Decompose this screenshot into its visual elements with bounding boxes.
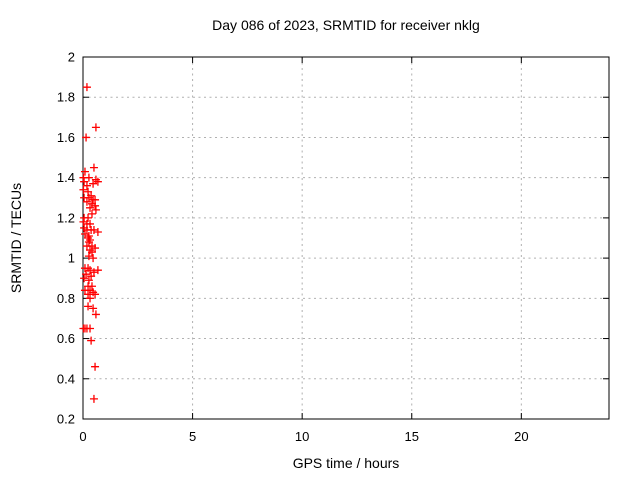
y-tick-label: 0.6	[57, 331, 75, 346]
x-tick-label: 5	[189, 429, 196, 444]
data-point-marker	[91, 123, 100, 132]
x-tick-label: 15	[405, 429, 419, 444]
data-point-marker	[93, 177, 102, 186]
data-point-marker	[79, 217, 88, 226]
data-point-marker	[84, 290, 93, 299]
data-point-marker	[87, 282, 96, 291]
chart-title: Day 086 of 2023, SRMTID for receiver nkl…	[212, 17, 480, 33]
data-point-marker	[84, 276, 93, 285]
data-point-marker	[84, 302, 93, 311]
data-point-marker	[82, 197, 91, 206]
data-point-marker	[91, 205, 100, 214]
plot-border	[82, 56, 610, 420]
data-point-marker	[84, 252, 93, 261]
data-point-marker	[91, 201, 100, 210]
data-point-marker	[89, 304, 98, 313]
data-point-marker	[80, 177, 89, 186]
data-point-marker	[93, 266, 102, 275]
data-point-marker	[93, 227, 102, 236]
data-point-marker	[84, 187, 93, 196]
data-point-marker	[89, 225, 98, 234]
data-point-marker	[86, 246, 95, 255]
y-tick-label: 1.8	[57, 90, 75, 105]
data-point-marker	[89, 268, 98, 277]
data-point-marker	[79, 185, 88, 194]
x-tick-label: 10	[295, 429, 309, 444]
data-point-marker	[80, 274, 89, 283]
y-tick-label: 0.2	[57, 412, 75, 427]
data-point-marker	[84, 238, 93, 247]
data-point-marker	[87, 272, 96, 281]
data-point-marker	[89, 179, 98, 188]
data-point-marker	[89, 288, 98, 297]
data-point-marker	[91, 362, 100, 371]
data-point-marker	[82, 181, 91, 190]
data-point-marker	[87, 209, 96, 218]
data-point-marker	[89, 394, 98, 403]
data-point-marker	[86, 203, 95, 212]
data-point-marker	[84, 264, 93, 273]
data-point-marker	[86, 266, 95, 275]
data-point-marker	[84, 213, 93, 222]
y-tick-label: 1.6	[57, 130, 75, 145]
data-point-marker	[87, 248, 96, 257]
data-point-marker	[87, 336, 96, 345]
data-point-marker	[89, 195, 98, 204]
x-tick-label: 20	[514, 429, 528, 444]
data-point-marker	[80, 229, 89, 238]
y-tick-label: 1	[68, 251, 75, 266]
data-point-marker	[82, 270, 91, 279]
data-point-marker	[86, 294, 95, 303]
data-point-marker	[86, 219, 95, 228]
data-point-marker	[89, 163, 98, 172]
data-point-marker	[80, 167, 89, 176]
y-tick-label: 1.2	[57, 210, 75, 225]
data-point-marker	[84, 173, 93, 182]
data-point-marker	[82, 133, 91, 142]
x-tick-label: 0	[79, 429, 86, 444]
y-tick-label: 1.4	[57, 170, 75, 185]
data-point-marker	[84, 234, 93, 242]
y-axis-label: SRMTID / TECUs	[8, 182, 24, 294]
data-point-marker	[89, 254, 98, 263]
data-point-marker	[86, 324, 95, 333]
data-point-marker	[84, 193, 93, 202]
data-point-marker	[91, 175, 100, 184]
data-point-marker	[82, 83, 91, 92]
data-point-marker	[86, 236, 95, 245]
data-point-marker	[91, 290, 100, 299]
y-tick-label: 2	[68, 50, 75, 65]
y-tick-label: 0.8	[57, 291, 75, 306]
x-axis-label: GPS time / hours	[292, 455, 400, 471]
y-tick-label: 0.4	[57, 371, 75, 386]
data-point-marker	[91, 244, 100, 253]
data-point-marker	[91, 310, 100, 319]
